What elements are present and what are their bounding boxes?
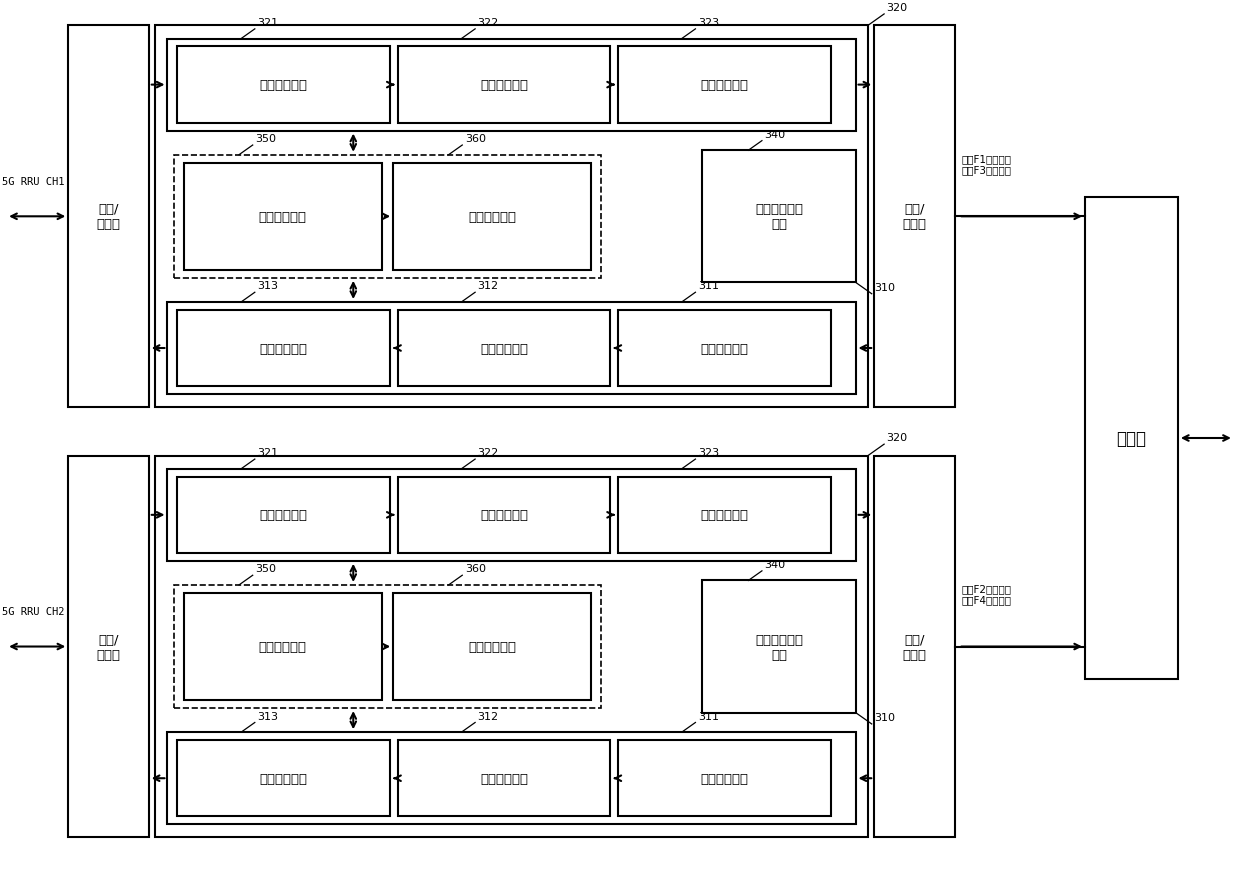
Text: 第二发射单元: 第二发射单元 (701, 509, 749, 522)
Bar (874, 456, 955, 838)
Bar (874, 26, 955, 408)
Bar (393, 593, 591, 701)
Text: 第二接收单元: 第二接收单元 (259, 509, 308, 522)
Bar (167, 39, 856, 132)
Text: 340: 340 (764, 130, 785, 139)
Text: 321: 321 (258, 18, 279, 28)
Bar (184, 593, 382, 701)
Text: 合路器: 合路器 (1116, 430, 1147, 447)
Bar (155, 456, 868, 838)
Text: 第一发射单元: 第一发射单元 (259, 342, 308, 355)
Bar (618, 47, 831, 124)
Text: 第一接收单元: 第一接收单元 (701, 772, 749, 785)
Text: 311: 311 (698, 282, 719, 291)
Text: 5G RRU CH2: 5G RRU CH2 (2, 607, 64, 617)
Text: 310: 310 (874, 282, 895, 293)
Bar (398, 310, 610, 387)
Text: 350: 350 (255, 134, 277, 144)
Bar (702, 581, 856, 713)
Bar (174, 155, 601, 279)
Text: 第二接收单元: 第二接收单元 (259, 79, 308, 92)
Bar (398, 477, 610, 553)
Text: 322: 322 (477, 448, 498, 458)
Bar (174, 585, 601, 709)
Bar (1085, 197, 1178, 680)
Text: 340: 340 (764, 560, 785, 569)
Text: 第二移频单元: 第二移频单元 (480, 509, 528, 522)
Text: 开关/
双工器: 开关/ 双工器 (97, 633, 120, 660)
Text: 第一同步单元: 第一同步单元 (259, 640, 306, 653)
Text: 313: 313 (258, 711, 278, 721)
Text: 第二移频单元: 第二移频单元 (480, 79, 528, 92)
Bar (702, 151, 856, 283)
Bar (618, 740, 831, 816)
Text: 输出F2频点信号
输入F4频点信号: 输出F2频点信号 输入F4频点信号 (961, 583, 1011, 605)
Text: 第一电源管理
单元: 第一电源管理 单元 (755, 633, 804, 660)
Text: 360: 360 (465, 564, 486, 574)
Text: 第一同步单元: 第一同步单元 (259, 210, 306, 224)
Text: 360: 360 (465, 134, 486, 144)
Bar (167, 469, 856, 561)
Text: 313: 313 (258, 282, 278, 291)
Text: 311: 311 (698, 711, 719, 721)
Text: 第一移频单元: 第一移频单元 (480, 772, 528, 785)
Text: 第一控制单元: 第一控制单元 (469, 640, 516, 653)
Text: 第一接收单元: 第一接收单元 (701, 342, 749, 355)
Text: 第一移频单元: 第一移频单元 (480, 342, 528, 355)
Bar (398, 47, 610, 124)
Text: 第一控制单元: 第一控制单元 (469, 210, 516, 224)
Bar (68, 26, 149, 408)
Text: 320: 320 (887, 433, 908, 443)
Bar (618, 310, 831, 387)
Text: 第二发射单元: 第二发射单元 (701, 79, 749, 92)
Bar (184, 163, 382, 271)
Text: 310: 310 (874, 712, 895, 723)
Text: 312: 312 (477, 282, 498, 291)
Text: 350: 350 (255, 564, 277, 574)
Text: 第一电源管理
单元: 第一电源管理 单元 (755, 203, 804, 231)
Bar (618, 477, 831, 553)
Bar (68, 456, 149, 838)
Text: 321: 321 (258, 448, 279, 458)
Text: 322: 322 (477, 18, 498, 28)
Bar (167, 732, 856, 824)
Bar (155, 26, 868, 408)
Bar (177, 47, 391, 124)
Bar (167, 303, 856, 395)
Bar (398, 740, 610, 816)
Text: 312: 312 (477, 711, 498, 721)
Text: 输出F1频点信号
输入F3频点信号: 输出F1频点信号 输入F3频点信号 (961, 153, 1011, 175)
Text: 320: 320 (887, 4, 908, 13)
Text: 开关/
双工器: 开关/ 双工器 (97, 203, 120, 231)
Bar (177, 310, 391, 387)
Bar (177, 477, 391, 553)
Bar (177, 740, 391, 816)
Text: 开关/
双工器: 开关/ 双工器 (903, 633, 926, 660)
Text: 323: 323 (698, 448, 719, 458)
Text: 5G RRU CH1: 5G RRU CH1 (2, 177, 64, 187)
Bar (393, 163, 591, 271)
Text: 第一发射单元: 第一发射单元 (259, 772, 308, 785)
Text: 开关/
双工器: 开关/ 双工器 (903, 203, 926, 231)
Text: 323: 323 (698, 18, 719, 28)
